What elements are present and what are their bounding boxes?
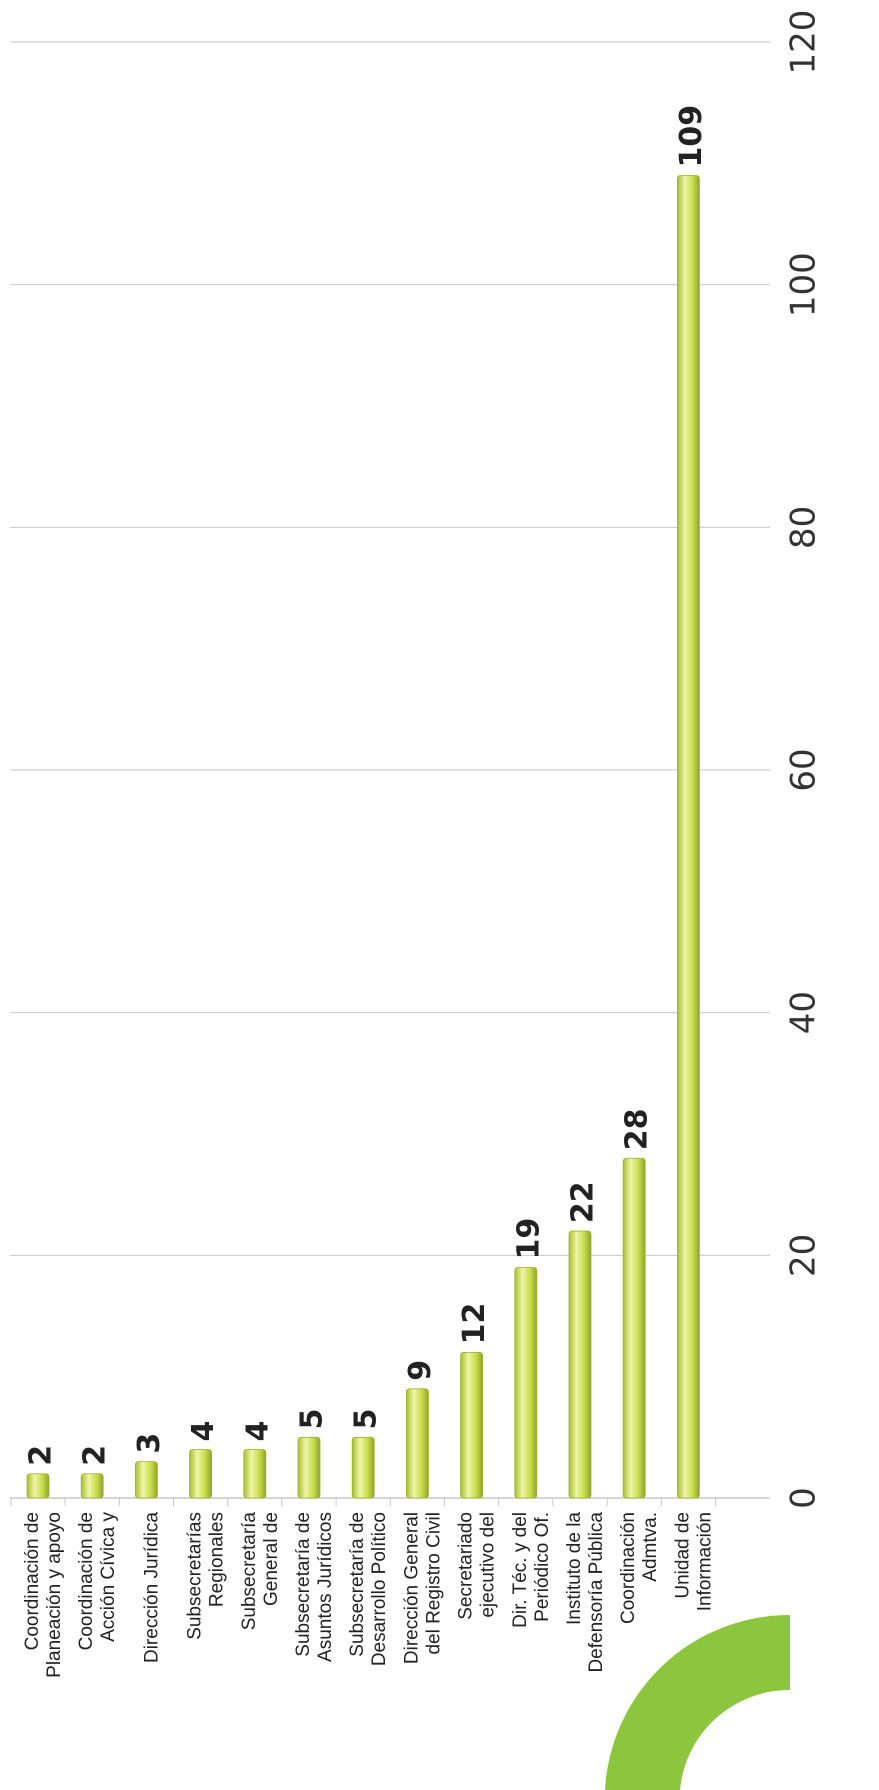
bar — [677, 175, 700, 1499]
category-label: Asuntos Jurídicos — [315, 1512, 336, 1662]
bar — [297, 1436, 321, 1499]
tick-label: 80 — [784, 506, 824, 549]
bar — [134, 1461, 158, 1499]
data-label: 9 — [403, 1360, 438, 1381]
category-label: Subsecretaría de — [293, 1512, 314, 1657]
category-label: Unidad de — [672, 1512, 693, 1599]
category-label: Dirección Jurídica — [141, 1512, 162, 1663]
bars — [26, 175, 700, 1499]
bar — [243, 1449, 267, 1499]
category-label: Subsecretaría de — [347, 1512, 368, 1657]
data-label: 2 — [78, 1445, 113, 1466]
data-label: 28 — [620, 1109, 655, 1151]
category-label: Desarrollo Político — [369, 1512, 390, 1666]
tick-label: 20 — [784, 1234, 824, 1277]
category-label: Planeación y apoyo — [44, 1512, 65, 1678]
data-label: 12 — [457, 1303, 492, 1345]
data-label: 22 — [566, 1181, 601, 1223]
tick-label: 100 — [784, 252, 824, 317]
data-label: 3 — [132, 1433, 167, 1454]
category-label: Dirección General — [401, 1512, 422, 1664]
bar — [26, 1473, 50, 1499]
category-labels: Coordinación de Planeación y apoyo Coordin… — [22, 1512, 715, 1678]
bar — [80, 1473, 104, 1499]
tick-label: 0 — [784, 1487, 824, 1509]
data-label: 4 — [240, 1421, 275, 1442]
category-label: Defensoría Pública — [586, 1512, 607, 1673]
category-label: Regionales — [207, 1512, 228, 1607]
bar — [622, 1157, 646, 1499]
decorative-arc — [605, 1614, 790, 1790]
category-label: Coordinación — [618, 1512, 639, 1624]
bar — [460, 1352, 484, 1499]
data-label: 5 — [349, 1408, 384, 1429]
tick-label: 60 — [784, 748, 824, 791]
category-label: Coordinación de — [76, 1512, 97, 1650]
category-label: Periódico Of. — [532, 1512, 553, 1622]
data-label: 5 — [295, 1408, 330, 1429]
bar — [351, 1436, 375, 1499]
category-label: Coordinación de — [22, 1512, 43, 1650]
tick-labels: 0 20 40 60 80 100 120 — [784, 10, 824, 1509]
category-label: Acción Cívica y — [98, 1512, 119, 1642]
data-label: 109 — [674, 105, 709, 168]
tick-label: 40 — [784, 991, 824, 1034]
category-label: Admtva. — [640, 1512, 661, 1582]
bar — [189, 1449, 213, 1499]
category-label: del Registro Civil — [423, 1512, 444, 1655]
tick-label: 120 — [784, 10, 824, 75]
category-label: ejecutivo del — [478, 1512, 499, 1618]
data-label: 4 — [186, 1421, 221, 1442]
bar — [514, 1267, 538, 1499]
bar — [405, 1388, 429, 1499]
category-label: General de — [261, 1512, 282, 1606]
bar — [568, 1230, 592, 1499]
category-label: Instituto de la — [564, 1512, 585, 1625]
category-label: Información — [694, 1512, 715, 1611]
data-label: 19 — [511, 1218, 546, 1260]
data-label: 2 — [24, 1445, 59, 1466]
category-label: Subsecretarías — [185, 1512, 206, 1640]
category-label: Dir. Téc. y del — [510, 1512, 531, 1628]
category-label: Subsecretaría — [239, 1512, 260, 1631]
category-label: Secretariado — [456, 1512, 477, 1620]
grid — [10, 41, 770, 1506]
